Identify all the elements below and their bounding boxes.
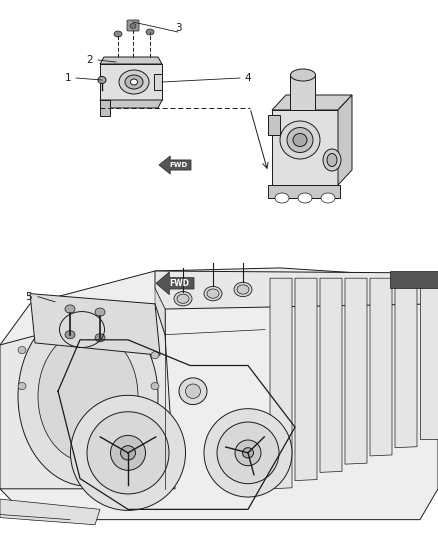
FancyBboxPatch shape: [127, 20, 139, 31]
Ellipse shape: [293, 133, 307, 147]
Ellipse shape: [65, 330, 75, 339]
Polygon shape: [100, 57, 162, 64]
Polygon shape: [272, 110, 338, 185]
Ellipse shape: [151, 352, 159, 359]
Ellipse shape: [217, 422, 279, 483]
Polygon shape: [370, 278, 392, 456]
Ellipse shape: [18, 383, 26, 390]
Polygon shape: [268, 115, 280, 135]
Ellipse shape: [71, 395, 186, 511]
Polygon shape: [156, 272, 194, 295]
Text: FWD: FWD: [169, 279, 189, 288]
Text: 4: 4: [245, 73, 251, 83]
Text: 5: 5: [25, 292, 31, 302]
Ellipse shape: [146, 29, 154, 35]
Ellipse shape: [114, 31, 122, 37]
Ellipse shape: [243, 448, 254, 458]
Ellipse shape: [130, 23, 136, 28]
Polygon shape: [268, 185, 340, 198]
Polygon shape: [390, 271, 438, 288]
Text: 1: 1: [65, 73, 71, 83]
Polygon shape: [155, 271, 438, 309]
Polygon shape: [272, 95, 352, 110]
Text: 2: 2: [87, 55, 93, 65]
Ellipse shape: [207, 289, 219, 298]
Polygon shape: [155, 288, 165, 335]
Ellipse shape: [177, 294, 189, 303]
Ellipse shape: [204, 286, 222, 301]
Ellipse shape: [174, 292, 192, 306]
Ellipse shape: [298, 193, 312, 203]
Ellipse shape: [98, 77, 106, 84]
Polygon shape: [270, 278, 292, 489]
Polygon shape: [338, 95, 352, 185]
Ellipse shape: [237, 285, 249, 294]
Ellipse shape: [120, 446, 135, 460]
Polygon shape: [0, 263, 438, 533]
Polygon shape: [0, 304, 175, 489]
Polygon shape: [290, 75, 315, 110]
Polygon shape: [159, 156, 191, 174]
Ellipse shape: [290, 69, 315, 81]
Ellipse shape: [125, 75, 143, 89]
Polygon shape: [100, 100, 162, 108]
Polygon shape: [100, 64, 162, 100]
Text: 3: 3: [175, 23, 181, 33]
Ellipse shape: [131, 79, 138, 85]
Ellipse shape: [110, 435, 145, 470]
Polygon shape: [154, 74, 162, 90]
Polygon shape: [0, 499, 100, 525]
Polygon shape: [30, 294, 160, 355]
Ellipse shape: [95, 334, 105, 342]
Polygon shape: [100, 100, 110, 116]
Ellipse shape: [65, 305, 75, 313]
Ellipse shape: [323, 149, 341, 171]
Ellipse shape: [321, 193, 335, 203]
Ellipse shape: [234, 282, 252, 297]
Ellipse shape: [119, 70, 149, 94]
Ellipse shape: [235, 440, 261, 466]
Polygon shape: [295, 278, 317, 481]
Ellipse shape: [179, 378, 207, 405]
Ellipse shape: [186, 384, 201, 398]
Ellipse shape: [204, 409, 292, 497]
Ellipse shape: [95, 308, 105, 316]
Ellipse shape: [327, 154, 337, 166]
Ellipse shape: [18, 346, 26, 354]
Polygon shape: [0, 268, 438, 520]
Ellipse shape: [87, 412, 169, 494]
Text: FWD: FWD: [170, 162, 188, 168]
Ellipse shape: [18, 306, 158, 486]
Polygon shape: [395, 278, 417, 448]
Ellipse shape: [38, 330, 138, 462]
Ellipse shape: [151, 383, 159, 390]
Polygon shape: [320, 278, 342, 472]
Polygon shape: [420, 278, 438, 440]
Polygon shape: [345, 278, 367, 464]
Ellipse shape: [275, 193, 289, 203]
Ellipse shape: [287, 127, 313, 152]
Ellipse shape: [280, 121, 320, 159]
